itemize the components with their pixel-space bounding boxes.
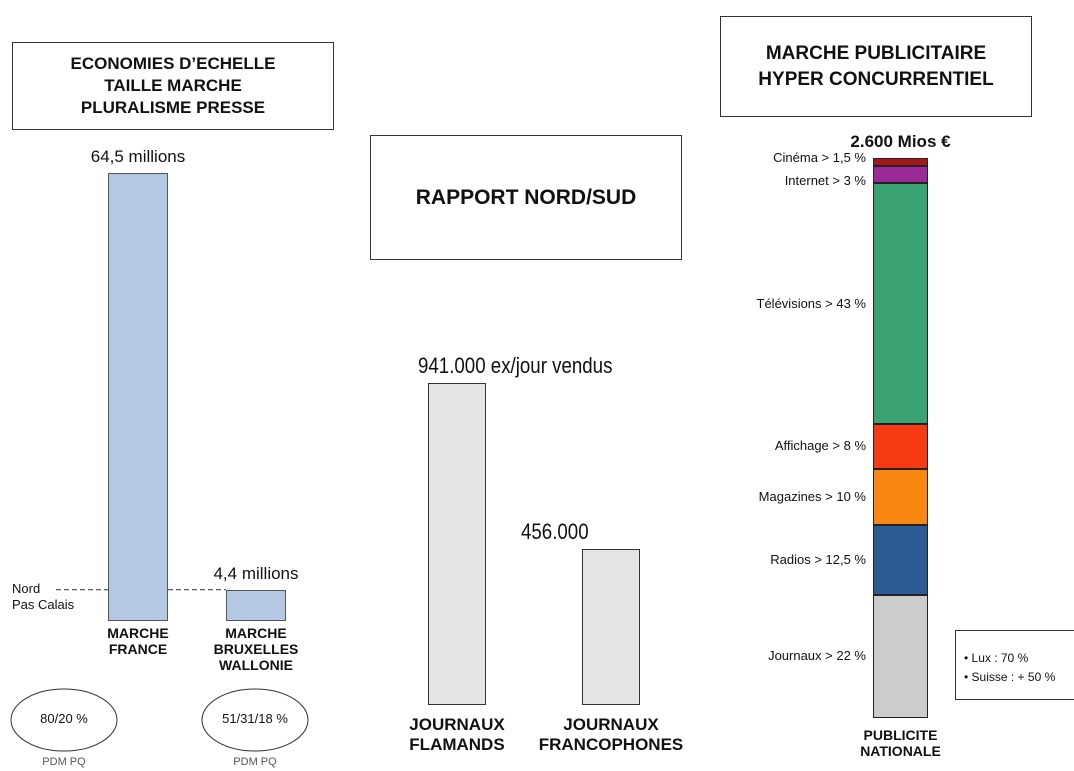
bar — [428, 383, 486, 705]
bar — [108, 173, 168, 621]
total-label: 2.600 Mios € — [850, 132, 951, 151]
segment — [873, 594, 928, 718]
share-caption: PDM PQ — [42, 756, 86, 768]
title-box-1: ECONOMIES D’ECHELLE TAILLE MARCHE PLURALIS… — [12, 42, 334, 130]
share-caption: PDM PQ — [233, 756, 277, 768]
title-line: PLURALISME PRESSE — [80, 98, 266, 117]
bar — [226, 590, 286, 621]
segment — [873, 468, 928, 525]
segment — [873, 183, 928, 424]
segment — [873, 158, 928, 167]
note-line: • Suisse : + 50 % — [964, 670, 1056, 684]
category-label: MARCHE FRANCE — [107, 625, 169, 658]
value-label: 941.000 ex/jour vendus — [418, 353, 613, 378]
title-line: MARCHE PUBLICITAIRE — [765, 42, 987, 64]
share-label: 80/20 % — [40, 711, 88, 726]
segment — [873, 166, 928, 184]
title-box-2: RAPPORT NORD/SUD — [370, 135, 682, 260]
segment-label: Affichage > 8 % — [774, 438, 866, 454]
segment — [873, 424, 928, 469]
note-box: • Lux : 70 % • Suisse : + 50 % — [955, 630, 1074, 700]
title-line: HYPER CONCURRENTIEL — [758, 68, 994, 90]
category-label: PUBLICITE NATIONALE — [860, 727, 941, 760]
category-label: JOURNAUX FRANCOPHONES — [538, 715, 684, 754]
title-box-3: MARCHE PUBLICITAIRE HYPER CONCURRENTIEL — [720, 16, 1032, 117]
segment-label: Journaux > 22 % — [768, 648, 866, 664]
title-line: TAILLE MARCHE — [104, 76, 242, 95]
value-label: 64,5 millions — [90, 147, 186, 166]
reference-label: Pas Calais — [12, 596, 75, 612]
share-label: 51/31/18 % — [222, 711, 288, 726]
category-label: MARCHE BRUXELLES WALLONIE — [213, 625, 299, 674]
segment-label: Radios > 12,5 % — [770, 551, 866, 567]
value-label: 4,4 millions — [213, 564, 299, 584]
title-line: RAPPORT NORD/SUD — [415, 185, 637, 209]
title-line: ECONOMIES D’ECHELLE — [70, 54, 276, 73]
share-ellipse — [201, 688, 309, 752]
note-line: • Lux : 70 % — [964, 651, 1029, 665]
share-ellipse — [10, 688, 118, 752]
reference-label: Nord — [12, 580, 41, 596]
segment-label: Magazines > 10 % — [758, 488, 866, 504]
segment-label: Cinéma > 1,5 % — [773, 150, 866, 166]
segment — [873, 524, 928, 595]
segment-label: Télévisions > 43 % — [756, 295, 866, 311]
segment-label: Internet > 3 % — [784, 172, 866, 188]
value-label: 456.000 — [521, 518, 589, 544]
bar — [582, 548, 640, 705]
category-label: JOURNAUX FLAMANDS — [409, 715, 505, 754]
